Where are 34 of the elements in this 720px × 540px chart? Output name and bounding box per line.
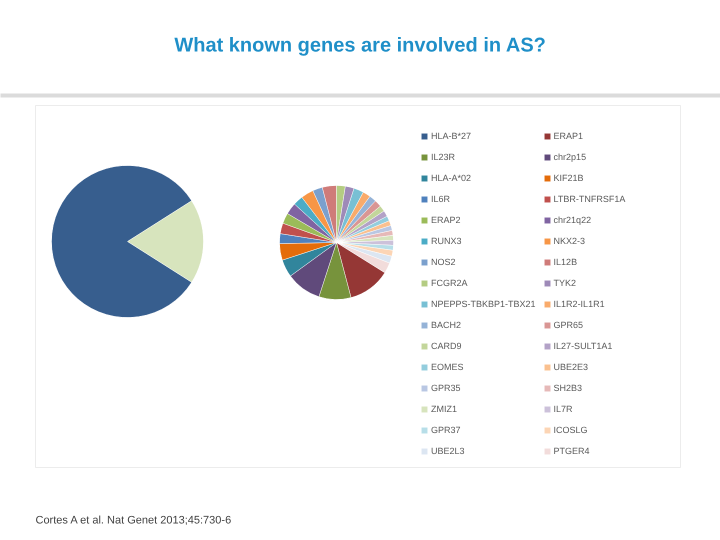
legend-label: chr21q22 xyxy=(554,214,592,227)
legend-label: NOS2 xyxy=(431,256,456,269)
text: Cortes A et al. Nat Genet 2013;45:730-6 xyxy=(36,514,232,526)
legend-label: GPR35 xyxy=(431,382,461,395)
legend-label: PTGER4 xyxy=(554,445,590,458)
legend-label: SH2B3 xyxy=(554,382,582,395)
legend-label: UBE2E3 xyxy=(554,361,588,374)
legend-label: NKX2-3 xyxy=(554,235,586,248)
legend-label: LTBR-TNFRSF1A xyxy=(554,193,626,206)
legend-label: EOMES xyxy=(431,361,464,374)
legend-label: FCGR2A xyxy=(431,277,468,290)
legend-label: HLA-B*27 xyxy=(431,130,472,143)
legend-label: IL1R2-IL1R1 xyxy=(554,298,605,311)
legend-label: GPR37 xyxy=(431,424,461,437)
legend-label: ZMIZ1 xyxy=(431,403,457,416)
legend-label: UBE2L3 xyxy=(431,445,465,458)
legend-label: CARD9 xyxy=(431,340,462,353)
legend-label: IL6R xyxy=(431,193,451,206)
legend-label: GPR65 xyxy=(554,319,584,332)
legend-label: HLA-A*02 xyxy=(431,172,472,185)
legend-label: KIF21B xyxy=(554,172,584,185)
legend-label: TYK2 xyxy=(554,277,576,290)
legend-label: ICOSLG xyxy=(554,424,588,437)
legend-label: ERAP2 xyxy=(431,214,461,227)
legend-label: IL27-SULT1A1 xyxy=(554,340,612,353)
legend-label: BACH2 xyxy=(431,319,462,332)
legend-label: IL23R xyxy=(431,151,456,164)
legend-label: chr2p15 xyxy=(554,151,586,164)
legend-label: IL7R xyxy=(554,403,574,416)
legend-label: IL12B xyxy=(554,256,578,269)
chart-title: What known genes are involved in AS? xyxy=(174,34,546,56)
legend-label: NPEPPS-TBKBP1-TBX21 xyxy=(431,298,536,311)
legend-label: ERAP1 xyxy=(554,130,584,143)
legend-label: RUNX3 xyxy=(431,235,462,248)
